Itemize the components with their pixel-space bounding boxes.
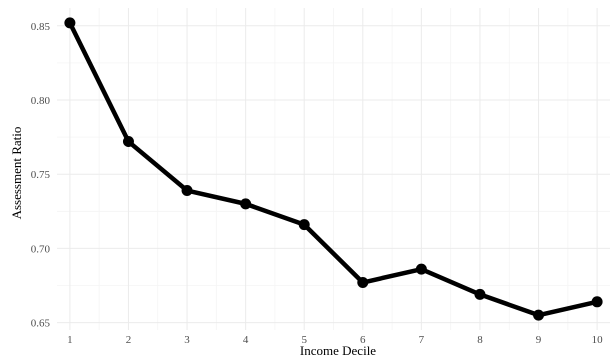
x-tick-label: 9 (536, 334, 542, 346)
data-point (240, 198, 252, 210)
x-tick-label: 5 (301, 334, 307, 346)
x-tick-label: 1 (67, 334, 73, 346)
data-point (181, 185, 193, 197)
grid (57, 8, 610, 330)
y-tick-label: 0.85 (31, 21, 51, 33)
x-tick-label: 6 (360, 334, 366, 346)
series-line (64, 17, 603, 321)
x-tick-label: 2 (126, 334, 132, 346)
y-axis-title: Assessment Ratio (9, 127, 24, 220)
data-point (357, 277, 369, 289)
y-tick-label: 0.70 (31, 243, 51, 255)
x-tick-label: 3 (184, 334, 190, 346)
data-point (591, 296, 603, 308)
data-point (415, 263, 427, 275)
y-axis-ticks: 0.65 0.70 0.75 0.80 0.85 (31, 21, 51, 330)
data-point (533, 309, 545, 321)
x-tick-label: 8 (477, 334, 483, 346)
y-tick-label: 0.75 (31, 169, 51, 181)
data-point (64, 17, 76, 29)
x-tick-label: 4 (243, 334, 249, 346)
data-point (122, 136, 134, 148)
x-axis-title: Income Decile (300, 343, 376, 358)
data-point (474, 288, 486, 300)
y-tick-label: 0.65 (31, 318, 51, 330)
x-tick-label: 7 (419, 334, 425, 346)
x-axis-ticks: 1 2 3 4 5 6 7 8 9 10 (67, 334, 603, 346)
y-tick-label: 0.80 (31, 95, 51, 107)
x-tick-label: 10 (592, 334, 604, 346)
data-point (298, 219, 310, 231)
series-path (67, 20, 600, 318)
